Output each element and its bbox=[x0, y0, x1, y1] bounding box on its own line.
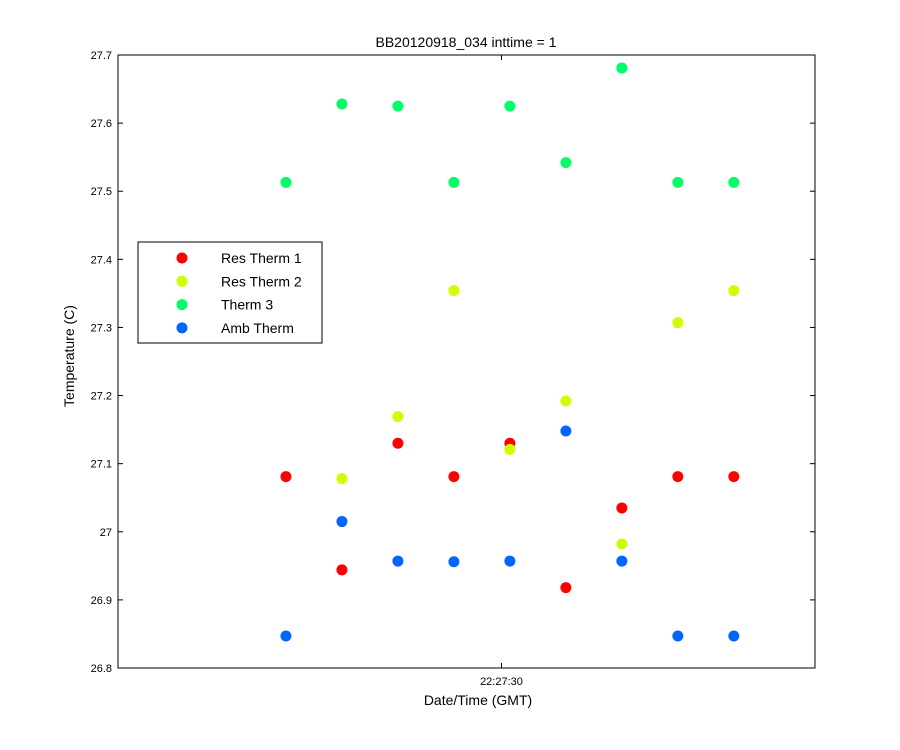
point-amb-therm bbox=[728, 630, 740, 642]
y-tick-label: 27.3 bbox=[91, 322, 112, 334]
point-res-therm-1 bbox=[336, 564, 348, 576]
point-res-therm-2 bbox=[336, 473, 348, 485]
point-therm-3 bbox=[560, 157, 572, 169]
y-tick-label: 27.4 bbox=[91, 254, 112, 266]
y-axis-ticks: 26.8 26.9 27 27.1 27.2 27.3 27.4 27.5 27.6 27.7 bbox=[91, 50, 815, 675]
y-tick-label: 27.6 bbox=[91, 118, 112, 130]
legend-marker-res-therm-2 bbox=[176, 275, 188, 287]
point-res-therm-1 bbox=[448, 471, 460, 483]
legend-label-therm-3: Therm 3 bbox=[221, 297, 273, 313]
point-therm-3 bbox=[504, 100, 516, 112]
point-therm-3 bbox=[392, 100, 404, 112]
point-res-therm-2 bbox=[728, 285, 740, 297]
point-amb-therm bbox=[280, 630, 292, 642]
legend-marker-res-therm-1 bbox=[176, 252, 188, 264]
y-tick-label: 27.7 bbox=[91, 50, 112, 62]
legend: Res Therm 1 Res Therm 2 Therm 3 Amb Therm bbox=[137, 241, 323, 344]
legend-marker-therm-3 bbox=[176, 299, 188, 311]
y-tick-label: 27.1 bbox=[91, 459, 112, 471]
legend-label-res-therm-1: Res Therm 1 bbox=[221, 250, 302, 266]
data-points bbox=[280, 62, 740, 642]
y-tick-label: 26.9 bbox=[91, 595, 112, 607]
point-res-therm-2 bbox=[504, 443, 516, 455]
point-therm-3 bbox=[728, 176, 740, 188]
point-res-therm-2 bbox=[560, 395, 572, 407]
point-amb-therm bbox=[616, 555, 628, 567]
point-therm-3 bbox=[616, 62, 628, 74]
y-axis-title: Temperature (C) bbox=[61, 305, 77, 407]
point-amb-therm bbox=[336, 516, 348, 528]
legend-marker-amb-therm bbox=[176, 322, 188, 334]
point-res-therm-1 bbox=[560, 582, 572, 594]
plot-area bbox=[117, 54, 816, 669]
point-amb-therm bbox=[448, 556, 460, 568]
point-res-therm-1 bbox=[280, 471, 292, 483]
point-res-therm-2 bbox=[616, 538, 628, 550]
point-amb-therm bbox=[672, 630, 684, 642]
x-axis-title: Date/Time (GMT) bbox=[424, 692, 532, 708]
legend-label-res-therm-2: Res Therm 2 bbox=[221, 273, 302, 289]
point-res-therm-1 bbox=[728, 471, 740, 483]
x-axis-ticks: 22:27:30 bbox=[480, 55, 523, 688]
point-therm-3 bbox=[280, 176, 292, 188]
point-res-therm-2 bbox=[392, 411, 404, 423]
point-res-therm-2 bbox=[448, 285, 460, 297]
point-res-therm-2 bbox=[672, 317, 684, 329]
y-tick-label: 26.8 bbox=[91, 663, 112, 675]
point-therm-3 bbox=[672, 176, 684, 188]
y-tick-label: 27.5 bbox=[91, 186, 112, 198]
point-therm-3 bbox=[336, 98, 348, 110]
point-amb-therm bbox=[560, 425, 572, 437]
point-amb-therm bbox=[504, 555, 516, 567]
point-res-therm-1 bbox=[616, 502, 628, 514]
point-amb-therm bbox=[392, 555, 404, 567]
legend-box bbox=[137, 241, 323, 344]
y-tick-label: 27 bbox=[100, 527, 112, 539]
chart-title: BB20120918_034 inttime = 1 bbox=[376, 34, 557, 50]
point-therm-3 bbox=[448, 176, 460, 188]
point-res-therm-1 bbox=[672, 471, 684, 483]
x-tick-label: 22:27:30 bbox=[480, 676, 523, 688]
y-tick-label: 27.2 bbox=[91, 391, 112, 403]
point-res-therm-1 bbox=[392, 437, 404, 449]
legend-label-amb-therm: Amb Therm bbox=[221, 320, 294, 336]
